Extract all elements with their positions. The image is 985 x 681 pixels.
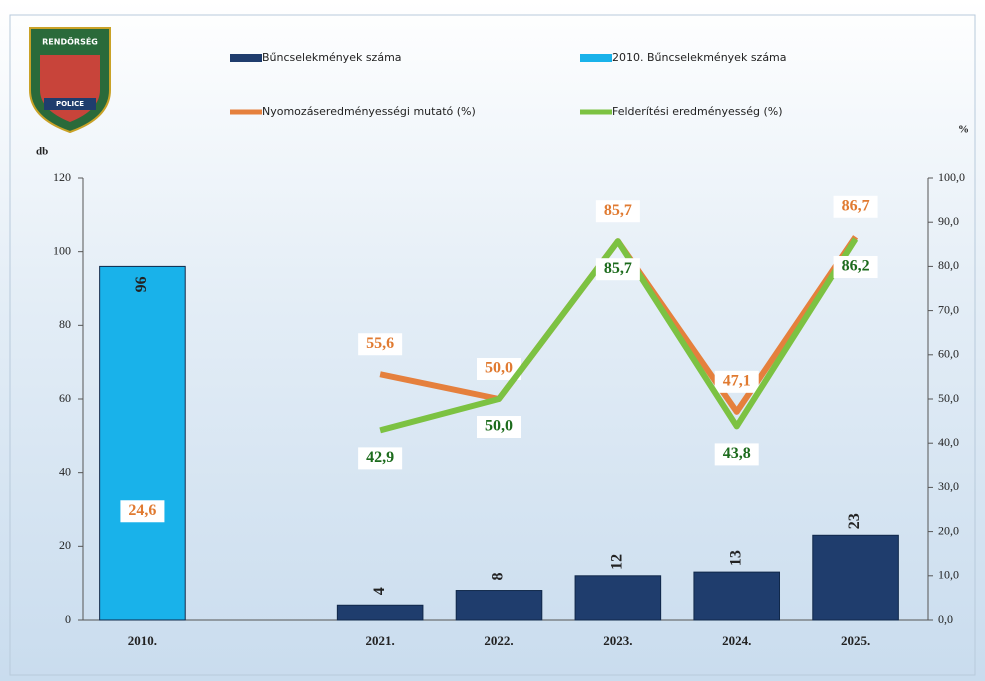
y2-tick-label: 40,0	[938, 435, 959, 449]
legend-label: 2010. Bűncselekmények száma	[612, 51, 787, 64]
x-tick-label: 2025.	[841, 633, 870, 648]
x-tick-label: 2024.	[722, 633, 751, 648]
y2-tick-label: 10,0	[938, 568, 959, 582]
y2-tick-label: 50,0	[938, 391, 959, 405]
bar-value-label: 4	[371, 587, 388, 595]
y-axis-title: db	[36, 146, 48, 158]
y2-tick-label: 80,0	[938, 258, 959, 272]
legend-swatch	[580, 54, 612, 62]
line-value-label: 43,8	[723, 445, 751, 462]
x-tick-label: 2023.	[603, 633, 632, 648]
y-tick-label: 0	[65, 612, 71, 626]
x-tick-label: 2010.	[128, 633, 157, 648]
line-value-label: 86,2	[842, 258, 870, 275]
logo-bottom: POLICE	[56, 100, 84, 108]
line-value-label: 85,7	[595, 200, 640, 223]
label-box	[358, 333, 403, 356]
legend-label: Felderítési eredményesség (%)	[612, 105, 783, 118]
bar	[455, 590, 543, 621]
y-tick-label: 40	[59, 464, 71, 478]
label-box	[477, 358, 521, 380]
y-tick-label: 20	[59, 538, 71, 552]
line-value-label: 47,1	[723, 372, 751, 389]
y2-tick-label: 60,0	[938, 347, 959, 361]
y-tick-label: 120	[53, 170, 71, 184]
y2-tick-label: 90,0	[938, 214, 959, 228]
y-tick-label: 80	[59, 317, 71, 331]
legend-label: Nyomozáseredményességi mutató (%)	[262, 105, 476, 118]
x-tick-label: 2022.	[484, 633, 513, 648]
bar	[336, 604, 424, 621]
label-box	[358, 447, 403, 470]
label-box	[833, 255, 878, 278]
line-value-label: 86,2	[833, 255, 878, 278]
line-value-label: 55,6	[358, 333, 403, 356]
y2-tick-label: 20,0	[938, 523, 959, 537]
line-value-label: 43,8	[714, 443, 759, 466]
label-box	[595, 200, 640, 223]
label-box	[714, 370, 759, 393]
y2-tick-label: 30,0	[938, 479, 959, 493]
bar-value-label: 23	[846, 513, 863, 529]
x-tick-label: 2021.	[366, 633, 395, 648]
y2-tick-label: 70,0	[938, 302, 959, 316]
logo-top: RENDŐRSÉG	[42, 36, 98, 47]
line-value-label: 50,0	[485, 360, 513, 377]
bar	[812, 534, 899, 621]
line-value-label: 86,7	[833, 195, 878, 218]
legend-swatch	[230, 54, 262, 62]
line-value-label: 85,7	[604, 260, 632, 277]
y2-axis-title: %	[958, 124, 969, 136]
label-box	[595, 258, 640, 281]
label-box	[477, 416, 521, 438]
line-value-label: 50,0	[485, 418, 513, 435]
frame	[9, 14, 976, 676]
line-value-label: 24,6	[128, 502, 156, 519]
line-value-label: 47,1	[714, 370, 759, 393]
line-value-label: 42,9	[366, 449, 394, 466]
bar	[99, 265, 186, 621]
bar	[574, 575, 662, 621]
line-value-label: 50,0	[477, 416, 521, 438]
line-value-label: 86,7	[842, 197, 870, 214]
bar-value-label: 96	[133, 276, 150, 292]
legend-label: Bűncselekmények száma	[262, 51, 402, 64]
bar-value-label: 8	[490, 573, 507, 581]
y-tick-label: 60	[59, 391, 71, 405]
label-box	[120, 500, 165, 523]
logo: RENDŐRSÉG POLICE	[29, 27, 111, 134]
line-value-label: 85,7	[604, 202, 632, 219]
line-value-label: 85,7	[595, 258, 640, 281]
line-value-label: 50,0	[477, 358, 521, 380]
line-value-label: 24,6	[120, 500, 165, 523]
label-box	[714, 443, 759, 466]
bar	[693, 571, 781, 621]
y-tick-label: 100	[53, 243, 71, 257]
bar-value-label: 12	[609, 554, 626, 570]
y2-tick-label: 0,0	[938, 612, 953, 626]
bar-value-label: 13	[727, 550, 744, 566]
y2-tick-label: 100,0	[938, 170, 965, 184]
line-value-label: 55,6	[366, 335, 394, 352]
line	[379, 237, 859, 434]
label-box	[833, 195, 878, 218]
line-value-label: 42,9	[358, 447, 403, 470]
